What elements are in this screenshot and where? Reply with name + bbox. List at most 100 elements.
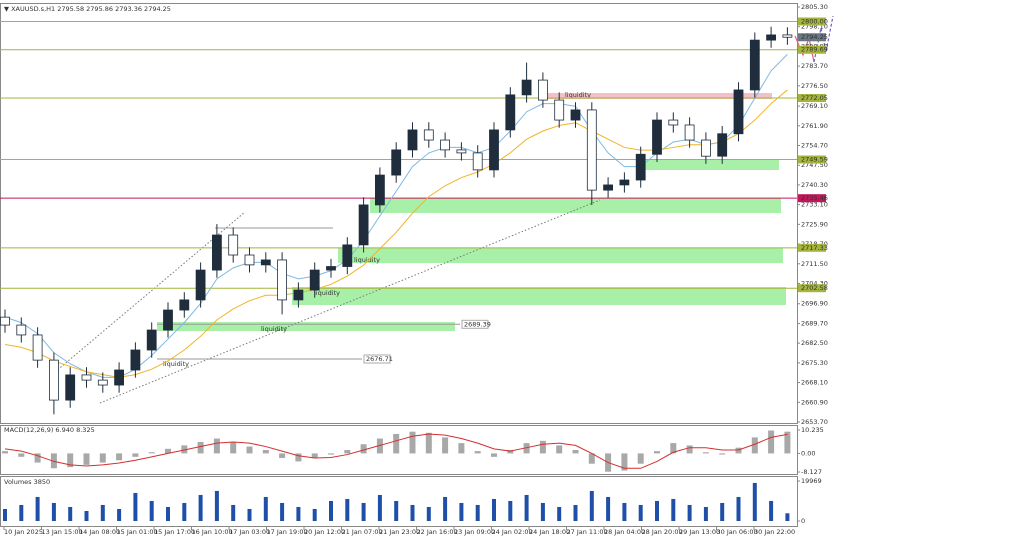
macd-bar — [279, 453, 286, 458]
macd-bar — [670, 443, 677, 454]
candle-body — [16, 324, 27, 336]
volume-bar — [247, 508, 252, 521]
level-box — [798, 45, 826, 54]
volume-bar — [377, 494, 382, 521]
x-tick-label: 17 Jan 03:00 — [229, 528, 270, 536]
candle-body — [211, 234, 222, 271]
volume-bar — [606, 496, 611, 521]
volume-bar — [573, 504, 578, 521]
volume-panel-frame — [0, 476, 798, 527]
candle-body — [668, 119, 679, 126]
level-label: 2800.00 — [801, 18, 828, 26]
y-tick-label: 10.235 — [801, 426, 824, 434]
trendline — [99, 199, 601, 404]
macd-bar — [686, 445, 693, 454]
candle-body — [195, 269, 206, 301]
volume-bar — [557, 506, 562, 521]
macd-bar — [67, 453, 74, 468]
volume-bar — [589, 490, 594, 521]
macd-bar — [34, 453, 41, 463]
candle-body — [163, 309, 173, 331]
x-tick-label: 14 Jan 08:00 — [79, 528, 120, 536]
level-box — [798, 243, 826, 252]
candle-body — [701, 139, 711, 157]
annotation-box — [363, 354, 391, 364]
candle-body — [309, 269, 320, 291]
y-tick-label: 2689.70 — [801, 319, 828, 327]
zone — [548, 93, 772, 99]
macd-bar — [735, 447, 742, 454]
y-tick-label: 2725.90 — [801, 220, 828, 228]
x-tick-label: 13 Jan 15:00 — [42, 528, 83, 536]
zone — [370, 198, 781, 213]
level-box — [798, 94, 826, 103]
y-tick-label: 2696.90 — [801, 300, 828, 308]
annotation-box — [461, 319, 489, 329]
candle-body — [423, 129, 434, 141]
macd-bar — [621, 453, 628, 471]
volume-bar — [329, 500, 333, 521]
y-tick-label: 2761.90 — [801, 122, 828, 130]
price-panel-frame — [0, 3, 798, 424]
x-tick-label: 24 Jan 02:00 — [492, 528, 533, 536]
volume-bar — [312, 508, 317, 521]
candle-body — [782, 34, 793, 38]
volume-bar — [671, 498, 676, 521]
x-tick-label: 30 Jan 06:00 — [717, 528, 758, 536]
y-tick-label: 2798.10 — [801, 23, 828, 31]
x-tick-label: 15 Jan 17:00 — [154, 528, 195, 536]
level-box — [798, 155, 826, 164]
panel-title: MACD(12,26,9) 6.940 8.325 — [4, 426, 95, 434]
candle-body — [619, 179, 630, 186]
zone — [645, 159, 779, 170]
volume-bar — [785, 513, 790, 521]
x-tick-label: 23 Jan 09:00 — [454, 528, 495, 536]
x-tick-label: 24 Jan 18:00 — [529, 528, 570, 536]
macd-bar — [18, 453, 25, 457]
annotation-label: 2676.71 — [366, 355, 393, 363]
candle-body — [32, 334, 43, 361]
volume-bar — [769, 500, 774, 521]
candle-body — [391, 149, 402, 176]
macd-bar — [328, 453, 334, 455]
candle-body — [570, 109, 581, 121]
x-tick-label: 21 Jan 07:00 — [342, 528, 383, 536]
y-tick-label: 2805.30 — [801, 3, 828, 11]
macd-bar — [116, 453, 123, 461]
candle-body — [49, 359, 59, 401]
candle-body — [586, 109, 597, 191]
level-label: 2749.59 — [801, 156, 828, 164]
liquidity-label: liquidity — [354, 256, 380, 264]
x-tick-label: 27 Jan 11:00 — [567, 528, 608, 536]
macd-bar — [458, 443, 465, 454]
volume-bar — [443, 496, 448, 521]
y-tick-label: 2776.50 — [801, 82, 828, 90]
macd-bar — [213, 438, 220, 454]
macd-bar — [165, 448, 171, 454]
candle-body — [326, 266, 336, 271]
volume-bar — [638, 504, 643, 521]
volume-bar — [345, 498, 350, 521]
volume-bar — [182, 502, 187, 521]
chart-header: ▼ XAUUSD.s,H1 2795.58 2795.86 2793.36 27… — [4, 5, 171, 13]
candle-body — [505, 94, 516, 131]
x-tick-label: 15 Jan 01:00 — [117, 528, 158, 536]
macd-bar — [539, 440, 546, 454]
x-tick-label: 21 Jan 23:00 — [379, 528, 420, 536]
candle-body — [277, 259, 288, 301]
level-box — [798, 33, 826, 42]
macd-bar — [409, 431, 416, 454]
macd-bar — [491, 453, 497, 457]
volume-bar — [35, 496, 40, 521]
volume-bar — [133, 492, 138, 521]
macd-bar — [376, 438, 383, 454]
macd-bar — [83, 453, 90, 465]
candle-body — [244, 254, 255, 266]
candle-body — [684, 124, 695, 141]
macd-bar — [425, 432, 432, 454]
y-tick-label: 2754.70 — [801, 142, 828, 150]
x-tick-label: 22 Jan 16:00 — [417, 528, 458, 536]
volume-bar — [703, 506, 708, 521]
volume-bar — [149, 500, 154, 521]
x-tick-label: 16 Jan 10:00 — [192, 528, 233, 536]
